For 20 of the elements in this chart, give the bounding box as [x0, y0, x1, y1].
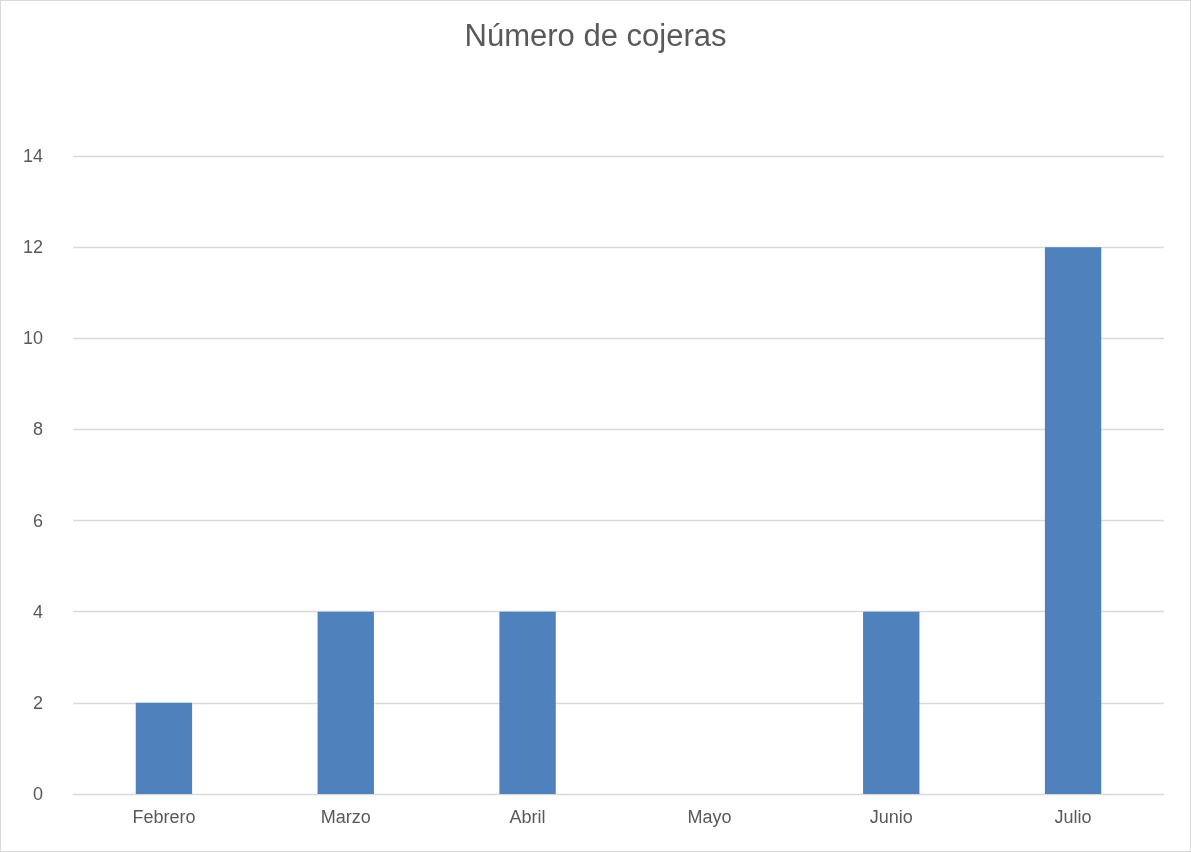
- y-tick-label: 10: [22, 328, 43, 349]
- bar: [499, 611, 556, 794]
- y-tick-label: 14: [22, 146, 43, 166]
- x-tick-label: Julio: [1054, 807, 1092, 827]
- y-tick-label: 8: [32, 419, 43, 440]
- bar: [1044, 247, 1102, 794]
- bar: [317, 611, 374, 794]
- bar: [135, 702, 193, 794]
- y-tick-label: 0: [32, 784, 43, 804]
- y-tick-label: 6: [32, 510, 43, 531]
- x-tick-label: Mayo: [687, 807, 732, 827]
- x-tick-label: Abril: [509, 807, 546, 827]
- chart-title: Número de cojeras: [464, 18, 727, 53]
- y-tick-label: 4: [32, 601, 43, 622]
- x-tick-label: Marzo: [320, 807, 371, 827]
- y-tick-label: 12: [22, 237, 43, 258]
- x-tick-label: Febrero: [132, 807, 196, 827]
- x-tick-label: Junio: [869, 807, 913, 827]
- y-tick-label: 2: [32, 692, 43, 713]
- bar: [863, 611, 920, 794]
